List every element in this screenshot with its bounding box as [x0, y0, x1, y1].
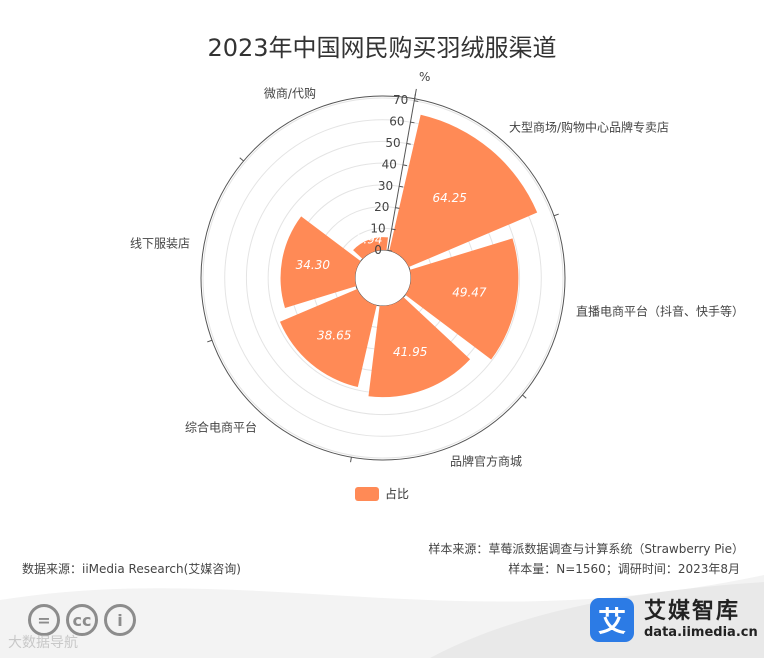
- bar-3[interactable]: [279, 288, 377, 388]
- creative-commons-icon: cc: [66, 604, 98, 636]
- category-label-5: 微商/代购: [264, 85, 316, 100]
- radial-tick-label-0: 0: [374, 243, 382, 257]
- grid-ring-7: [202, 97, 564, 459]
- radial-tick-1: [391, 228, 396, 231]
- radial-tick-0: [387, 249, 392, 252]
- radial-tick-4: [402, 164, 408, 167]
- radial-tick-7: [414, 100, 419, 102]
- legend-label: 占比: [385, 487, 410, 501]
- category-label-4: 线下服装店: [130, 236, 190, 250]
- outer-ring: [200, 95, 566, 461]
- brand[interactable]: 艾 艾媒智库 data.iimedia.cn: [590, 598, 758, 642]
- category-tick-3: [350, 457, 352, 463]
- category-tick-2: [522, 394, 527, 399]
- radial-tick-3: [399, 185, 404, 188]
- bar-value-label-3: 38.65: [317, 329, 351, 343]
- bar-2[interactable]: [368, 297, 471, 398]
- equals-icon: =: [28, 604, 60, 636]
- grid-ring-5: [245, 140, 521, 416]
- chart-title: 2023年中国网民购买羽绒服渠道: [207, 34, 557, 62]
- radial-axis: [387, 88, 417, 251]
- bar-0[interactable]: [389, 114, 538, 268]
- category-label-2: 品牌官方商城: [450, 454, 522, 469]
- radial-axis-unit: %: [419, 70, 430, 84]
- radial-tick-label-7: 70: [393, 93, 408, 107]
- bar-value-label-4: 34.30: [296, 258, 331, 272]
- bar-value-label-5: 5.94: [356, 232, 383, 246]
- legend[interactable]: 占比: [355, 485, 409, 502]
- bar-value-label-2: 41.95: [393, 345, 427, 359]
- radial-tick-label-3: 30: [378, 179, 393, 193]
- category-tick-4: [207, 339, 213, 343]
- sample-source: 样本来源：草莓派数据调查与计算系统（Strawberry Pie）: [428, 542, 744, 556]
- watermark: 大数据导航: [8, 635, 78, 651]
- bar-5[interactable]: [353, 237, 388, 259]
- data-source: 数据来源：iiMedia Research(艾媒咨询): [22, 562, 241, 576]
- bar-4[interactable]: [280, 216, 361, 308]
- bar-value-label-1: 49.47: [452, 286, 487, 300]
- grid-ring-6: [224, 119, 542, 437]
- category-tick-1: [553, 213, 559, 217]
- radial-tick-label-5: 50: [385, 136, 400, 150]
- license-icons: = cc i: [28, 604, 142, 636]
- brand-logo: 艾: [590, 598, 634, 642]
- category-label-0: 大型商场/购物中心品牌专卖店: [509, 119, 669, 134]
- brand-name: 艾媒智库: [644, 599, 741, 624]
- radial-tick-2: [395, 207, 400, 209]
- radial-tick-5: [406, 143, 411, 145]
- category-label-3: 综合电商平台: [185, 420, 257, 435]
- radial-tick-label-2: 20: [374, 200, 389, 214]
- radial-tick-label-1: 10: [370, 222, 385, 236]
- radial-tick-6: [410, 121, 415, 124]
- category-label-1: 直播电商平台（抖音、快手等）: [576, 304, 744, 319]
- legend-swatch: [355, 486, 379, 501]
- attribution-icon: i: [104, 604, 136, 636]
- brand-url: data.iimedia.cn: [644, 625, 758, 640]
- radial-tick-label-6: 60: [389, 115, 404, 129]
- radial-tick-label-4: 40: [382, 157, 397, 171]
- bar-value-label-0: 64.25: [433, 191, 467, 205]
- sample-size: 样本量：N=1560；调研时间：2023年8月: [508, 562, 740, 576]
- bar-1[interactable]: [405, 238, 519, 360]
- category-tick-5: [239, 157, 244, 162]
